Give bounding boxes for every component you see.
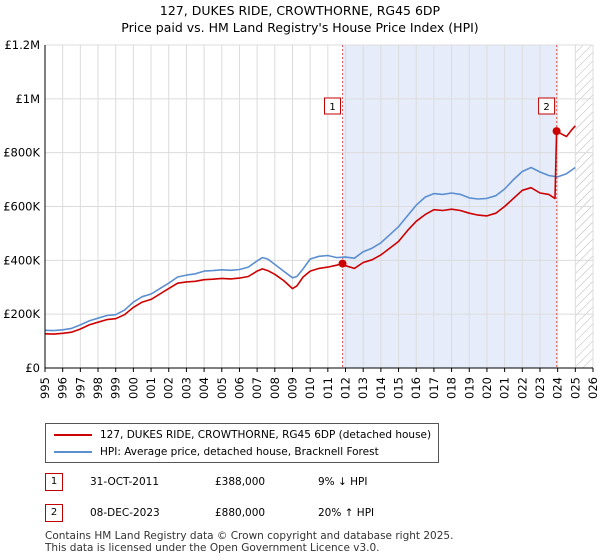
x-tick-label: 2009 [285,377,299,400]
x-tick-label: 2016 [409,377,423,400]
transaction-hpi-diff: 9% ↓ HPI [318,476,368,488]
x-tick-label: 2004 [197,377,211,400]
annotation-badge-label: 1 [329,102,335,113]
x-tick-label: 2015 [392,377,406,400]
annotation-badge [324,97,342,115]
x-tick-label: 1995 [38,377,52,400]
x-tick-label: 2003 [179,377,193,400]
legend-swatch-hpi [54,451,92,453]
x-tick-label: 2011 [321,377,335,400]
transaction-price: £880,000 [215,507,266,519]
chart-legend: 127, DUKES RIDE, CROWTHORNE, RG45 6DP (d… [45,423,439,463]
x-tick-label: 2019 [462,377,476,400]
transaction-date: 08-DEC-2023 [90,507,160,519]
y-tick-label: £1M [15,92,40,106]
x-tick-label: 2017 [427,377,441,400]
chart-subtitle: Price paid vs. HM Land Registry's House … [121,20,479,35]
transaction-marker-badge: 1 [45,473,63,491]
x-tick-label: 2018 [445,377,459,400]
transaction-date: 31-OCT-2011 [90,476,159,488]
x-tick-label: 2022 [515,377,529,400]
x-tick-label: 2010 [303,377,317,400]
x-tick-label: 2013 [356,377,370,400]
y-tick-label: £600K [3,200,40,214]
x-tick-label: 2014 [374,377,388,400]
x-tick-label: 1998 [91,377,105,400]
y-tick-label: £1.2M [4,38,40,52]
x-tick-label: 2008 [268,377,282,400]
x-tick-label: 2024 [551,377,565,400]
transaction-price: £388,000 [215,476,266,488]
y-tick-label: £400K [3,253,40,267]
annotation-badge-label: 2 [543,102,549,113]
price-chart: 1 2 £0 £200K £400K £600K £800K £1M £1.2M 1995 199… [3,38,600,400]
x-tick-label: 2021 [498,377,512,400]
x-tick-label: 1997 [73,377,87,400]
x-tick-label: 2025 [568,377,582,400]
hpi-line [44,166,576,332]
x-tick-label: 2005 [215,377,229,400]
transaction-marker-badge: 2 [45,504,63,522]
y-tick-label: £0 [25,361,40,375]
legend-label-price-paid: 127, DUKES RIDE, CROWTHORNE, RG45 6DP (d… [100,429,432,441]
x-tick-label: 2006 [232,377,246,400]
price-paid-line [44,125,576,335]
x-tick-label: 2007 [250,377,264,400]
sale-point [338,259,347,268]
x-tick-label: 2002 [162,377,176,400]
x-tick-label: 2012 [339,377,353,400]
annotation-badge [538,97,556,115]
x-tick-label: 2020 [480,377,494,400]
footer-copyright: Contains HM Land Registry data © Crown c… [45,530,454,542]
chart-title: 127, DUKES RIDE, CROWTHORNE, RG45 6DP [159,3,441,18]
transaction-hpi-diff: 20% ↑ HPI [318,507,375,519]
legend-swatch-price-paid [54,434,92,436]
x-tick-label: 2001 [144,377,158,400]
footer-licence: This data is licensed under the Open Gov… [45,542,380,554]
y-tick-label: £200K [3,307,40,321]
x-tick-label: 2026 [586,377,600,400]
sale-point [552,127,561,136]
x-tick-label: 2023 [533,377,547,400]
x-tick-label: 1996 [56,377,70,400]
y-tick-label: £800K [3,146,40,160]
x-tick-label: 2000 [126,377,140,400]
x-tick-label: 1999 [109,377,123,400]
legend-label-hpi: HPI: Average price, detached house, Brac… [100,446,379,458]
